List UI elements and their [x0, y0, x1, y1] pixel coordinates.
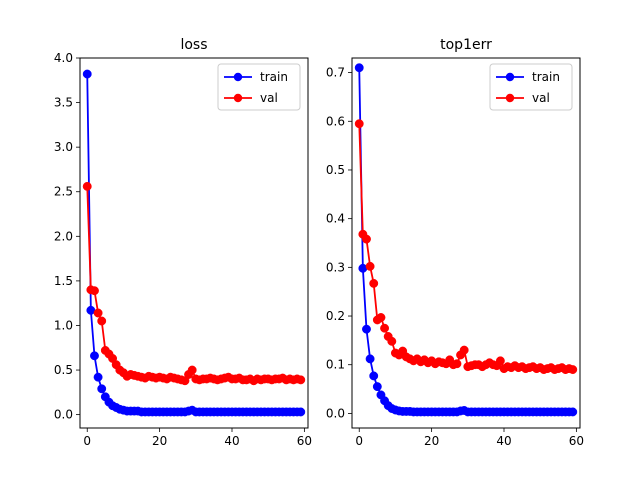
- legend-marker-val: [233, 93, 243, 103]
- legend: train val: [489, 63, 573, 111]
- y-tick-label: 0.5: [326, 163, 345, 177]
- legend-label-val: val: [260, 91, 278, 105]
- data-point: [362, 234, 371, 244]
- legend: train val: [217, 63, 301, 111]
- data-point: [495, 356, 505, 366]
- legend-marker-train: [505, 72, 515, 82]
- y-tick-label: 2.0: [54, 229, 73, 243]
- y-tick-label: 0.5: [54, 363, 73, 377]
- x-tick-label: 60: [569, 434, 584, 448]
- data-point: [82, 181, 92, 191]
- data-point: [459, 345, 469, 355]
- legend-label-val: val: [532, 91, 550, 105]
- data-point: [362, 324, 371, 334]
- y-tick-label: 0.3: [326, 260, 345, 274]
- data-point: [369, 371, 379, 381]
- legend-label-train: train: [260, 70, 288, 84]
- y-tick-label: 1.5: [54, 274, 73, 288]
- x-tick-label: 0: [83, 434, 91, 448]
- chart-0: loss 0 20 40 60 0.0 0.5 1.0 1.5 2.0 2.5 3.0 3.5 4.0 tr…: [54, 37, 312, 448]
- data-point: [380, 323, 390, 333]
- data-point: [372, 382, 382, 392]
- y-tick-label: 4.0: [54, 51, 73, 65]
- y-tick-label: 0.7: [326, 66, 345, 80]
- data-point: [296, 407, 306, 417]
- data-point: [376, 313, 386, 322]
- legend-label-train: train: [532, 70, 560, 84]
- x-tick-label: 60: [297, 434, 312, 448]
- y-tick-label: 0.0: [326, 406, 345, 420]
- axes-frame: [351, 57, 581, 429]
- y-tick-label: 3.5: [54, 96, 73, 110]
- chart-title: loss: [180, 37, 207, 53]
- x-tick-label: 40: [224, 434, 239, 448]
- data-point: [187, 365, 197, 375]
- chart-1: top1err 0 20 40 60 0.0 0.1 0.2 0.3 0.4 0.5 0.6 0.7 tr…: [326, 37, 584, 448]
- y-tick-label: 1.0: [54, 318, 73, 332]
- data-point: [568, 407, 578, 417]
- data-point: [93, 372, 103, 382]
- data-point: [452, 359, 462, 369]
- x-tick-label: 20: [424, 434, 439, 448]
- x-tick-label: 40: [496, 434, 511, 448]
- y-tick-label: 3.0: [54, 140, 73, 154]
- data-point: [296, 375, 306, 385]
- data-point: [90, 286, 99, 296]
- data-point: [354, 63, 364, 73]
- data-point: [90, 351, 99, 361]
- data-point: [97, 316, 107, 326]
- data-point: [97, 384, 107, 394]
- y-tick-label: 2.5: [54, 185, 73, 199]
- y-tick-label: 0.2: [326, 309, 345, 323]
- data-point: [387, 336, 397, 346]
- y-tick-label: 0.6: [326, 114, 345, 128]
- legend-marker-train: [233, 72, 243, 82]
- plot-area: [354, 63, 578, 417]
- data-point: [568, 365, 578, 375]
- data-point: [365, 354, 375, 364]
- chart-title: top1err: [440, 37, 492, 53]
- y-tick-label: 0.4: [326, 212, 345, 226]
- data-point: [82, 69, 92, 79]
- axes-frame: [79, 57, 309, 429]
- y-tick-label: 0.1: [326, 358, 345, 372]
- plot-area: [82, 69, 306, 417]
- y-tick-label: 0.0: [54, 408, 73, 422]
- x-tick-label: 0: [355, 434, 363, 448]
- data-point: [354, 119, 364, 129]
- data-point: [365, 261, 375, 271]
- data-point: [369, 278, 379, 288]
- legend-marker-val: [505, 93, 515, 103]
- data-point: [93, 308, 103, 318]
- x-tick-label: 20: [152, 434, 167, 448]
